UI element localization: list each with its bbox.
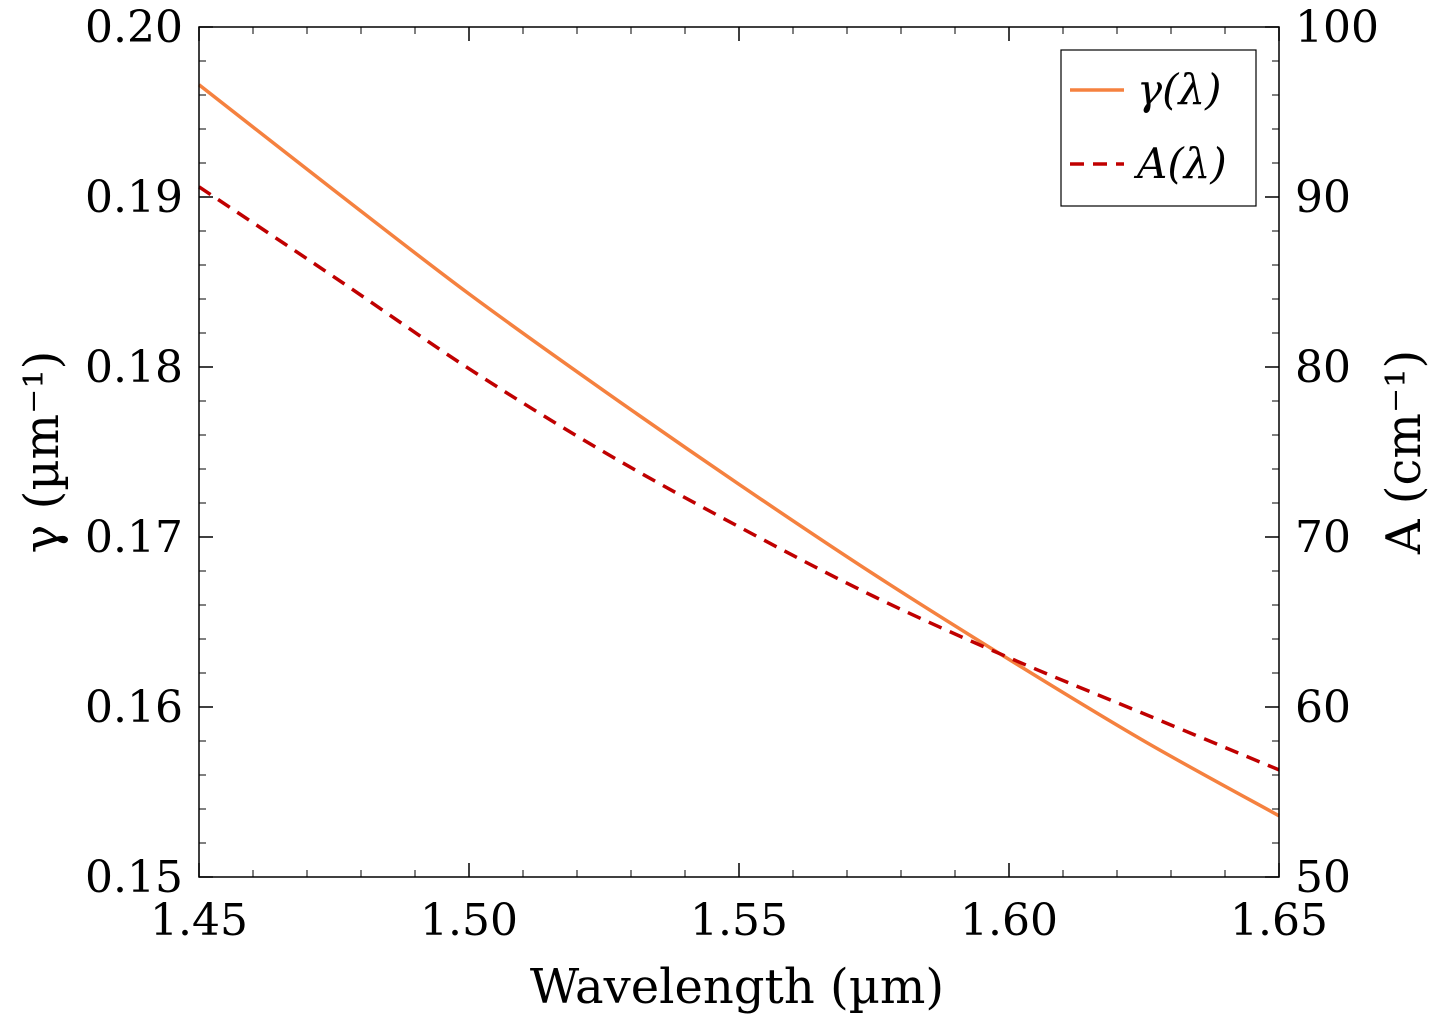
y-left-tick-label: 0.15 <box>85 852 183 903</box>
y-right-tick-label: 90 <box>1295 172 1351 223</box>
y-right-tick-label: 70 <box>1295 512 1351 563</box>
legend-label-gamma: γ(λ) <box>1137 65 1222 114</box>
y-left-tick-label: 0.20 <box>85 2 183 53</box>
y-left-tick-label: 0.18 <box>85 342 183 393</box>
y-right-tick-label: 50 <box>1295 852 1351 903</box>
y-left-tick-label: 0.19 <box>85 172 183 223</box>
y-right-axis-label: A (cm⁻¹) <box>1376 350 1432 555</box>
x-tick-label: 1.60 <box>960 895 1058 946</box>
plot-frame <box>198 26 1280 878</box>
x-tick-label: 1.45 <box>150 895 248 946</box>
x-tick-label: 1.50 <box>420 895 518 946</box>
legend-frame <box>1060 49 1257 207</box>
legend-label-a: A(λ) <box>1133 139 1227 188</box>
y-left-tick-label: 0.17 <box>85 512 183 563</box>
y-right-tick-label: 80 <box>1295 342 1351 393</box>
series-layer <box>197 83 1280 818</box>
y-left-axis-label: γ (µm⁻¹) <box>14 351 70 554</box>
x-tick-labels: 1.45 1.50 1.55 1.60 1.65 <box>150 895 1328 946</box>
y-left-tick-labels: 0.15 0.16 0.17 0.18 0.19 0.20 <box>85 2 183 903</box>
y-left-tick-label: 0.16 <box>85 682 183 733</box>
series-line-gamma <box>197 83 1280 818</box>
series-line-a <box>198 185 1280 772</box>
x-tick-label: 1.65 <box>1230 895 1328 946</box>
y-right-tick-labels: 50 60 70 80 90 100 <box>1295 2 1379 903</box>
legend: γ(λ) A(λ) <box>1060 49 1257 207</box>
x-axis-label: Wavelength (µm) <box>530 959 944 1015</box>
y-right-tick-label: 100 <box>1295 2 1379 53</box>
y-right-tick-label: 60 <box>1295 682 1351 733</box>
x-tick-label: 1.55 <box>690 895 788 946</box>
